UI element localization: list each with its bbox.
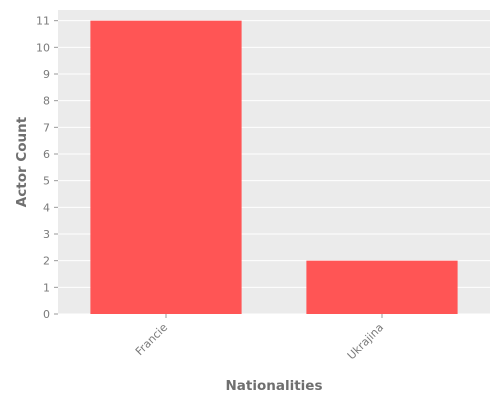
y-tick-label: 4 <box>43 201 50 214</box>
y-tick-label: 6 <box>43 148 50 161</box>
x-axis-title: Nationalities <box>225 378 322 394</box>
y-tick-label: 0 <box>43 308 50 321</box>
bar-francie <box>90 20 242 315</box>
y-tick-label: 9 <box>43 68 50 81</box>
y-tick-label: 7 <box>43 121 50 134</box>
y-tick-label: 11 <box>36 15 50 28</box>
y-tick-label: 3 <box>43 228 50 241</box>
bar-ukrajina <box>306 260 458 314</box>
y-tick-label: 1 <box>43 281 50 294</box>
x-tick-label: Francie <box>133 321 170 358</box>
y-tick-label: 8 <box>43 95 50 108</box>
y-tick-label: 5 <box>43 175 50 188</box>
y-tick-label: 2 <box>43 255 50 268</box>
y-axis-title: Actor Count <box>14 116 30 207</box>
y-tick-label: 10 <box>36 41 50 54</box>
x-axis: Francie Ukrajina <box>133 314 386 362</box>
bars <box>90 20 458 315</box>
y-axis: 0 1 2 3 4 5 6 7 8 9 10 11 <box>36 15 58 321</box>
x-tick-label: Ukrajina <box>345 321 386 362</box>
